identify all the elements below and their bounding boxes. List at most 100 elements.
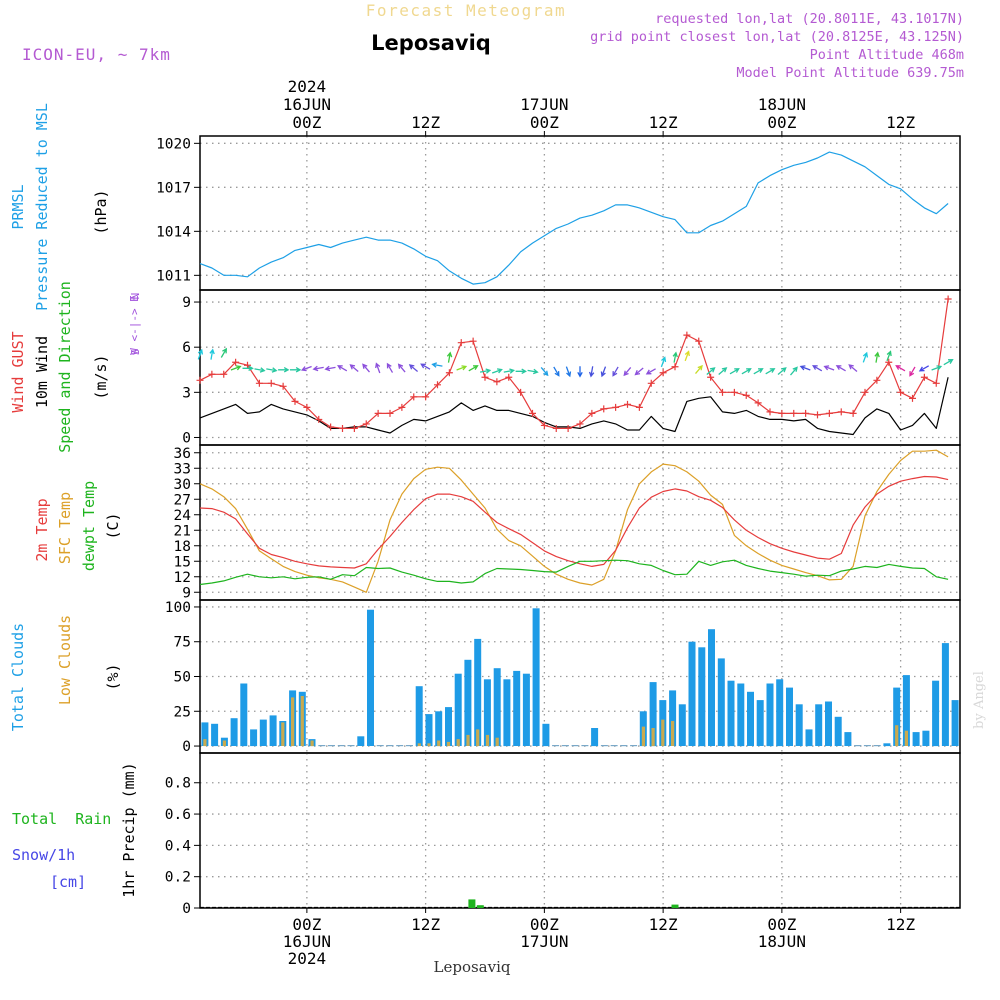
total-cloud-bar — [893, 687, 901, 746]
low-cloud-bar — [291, 697, 295, 747]
gust-marker — [327, 423, 335, 431]
gust-marker — [707, 373, 715, 381]
total-cloud-bar — [513, 670, 521, 746]
gust-marker — [861, 388, 869, 396]
low-cloud-bar — [651, 728, 655, 747]
total-cloud-bar — [678, 704, 686, 746]
compass-south: S — [129, 349, 142, 356]
wind-arrow — [706, 367, 716, 375]
model-label: ICON-EU, ~ 7km — [22, 45, 171, 64]
total-cloud-bar — [902, 675, 910, 746]
wind-arrow — [741, 368, 752, 375]
total-cloud-bar — [708, 629, 715, 746]
clouds-ytick-label: 25 — [174, 704, 191, 720]
total-cloud-bar — [571, 745, 579, 747]
wind-arrow — [565, 366, 572, 378]
total-cloud-bar — [230, 718, 238, 746]
total-cloud-bar — [834, 716, 842, 746]
gust-marker — [220, 370, 228, 378]
wind-arrow — [209, 348, 215, 360]
gust-marker — [766, 408, 774, 416]
low-cloud-bar — [310, 740, 314, 747]
top-time-label: 2024 — [288, 77, 327, 96]
gust-marker — [671, 363, 679, 371]
wind-arrow — [553, 366, 560, 377]
low-cloud-bar — [466, 734, 470, 746]
total-cloud-bar — [376, 745, 384, 747]
wind-panel: 0 3 6 9 — [182, 289, 961, 446]
wind-arrow — [895, 365, 906, 372]
wind-arrow — [479, 368, 492, 374]
gust-marker — [410, 393, 418, 401]
low-cloud-bar — [895, 725, 899, 747]
info-line-3: Point Altitude 468m — [810, 47, 964, 63]
gust-marker — [790, 409, 798, 417]
gust-marker — [647, 379, 655, 387]
gust-marker — [208, 370, 216, 378]
temperature-ytick-label: 15 — [174, 554, 191, 570]
wind-arrow — [753, 368, 764, 375]
top-time-label: 12Z — [411, 113, 440, 132]
total-cloud-bar — [503, 679, 511, 747]
total-cloud-bar — [259, 719, 267, 746]
gust-marker — [778, 409, 786, 417]
total-cloud-bar — [581, 745, 589, 747]
wind-arrow — [612, 366, 619, 377]
gust-marker — [279, 382, 287, 390]
wind-arrow — [515, 368, 527, 374]
station-title: Leposaviq — [371, 31, 491, 55]
subtitle: Forecast Meteogram — [366, 1, 566, 20]
wind-arrow — [718, 367, 728, 375]
total-cloud-bar — [483, 679, 491, 747]
temp-label-4: (C) — [104, 512, 122, 539]
temperature-ytick-label: 30 — [174, 477, 191, 493]
total-cloud-bar — [854, 745, 862, 747]
wind-arrow — [672, 351, 678, 363]
wind-ytick-label: 0 — [182, 430, 191, 446]
total-cloud-bar — [932, 680, 940, 747]
bottom-time-label: 12Z — [649, 915, 678, 934]
wind-arrow — [266, 367, 278, 373]
low-cloud-bar — [417, 743, 421, 747]
gust-marker — [457, 339, 465, 347]
wind-arrow — [324, 365, 336, 372]
total-cloud-bar — [883, 743, 891, 747]
total-cloud-bar — [561, 745, 569, 747]
wind-arrow — [645, 368, 656, 375]
gust-marker — [469, 337, 477, 345]
total-cloud-bar — [795, 704, 803, 746]
gust-marker — [196, 376, 204, 384]
wind-arrow — [862, 351, 869, 363]
wind-arrow — [823, 365, 835, 371]
temp-2m-line — [199, 475, 949, 569]
total-cloud-bar — [415, 686, 423, 746]
total-cloud-bar — [445, 707, 452, 746]
total-cloud-bar — [844, 732, 852, 746]
wind-arrow — [220, 347, 228, 358]
total-cloud-bar — [240, 683, 248, 747]
wind-arrow — [577, 366, 583, 378]
total-cloud-bar — [688, 641, 696, 746]
wind-arrow — [765, 368, 776, 375]
gust-marker — [232, 358, 240, 366]
bottom-time-label: 00Z — [530, 915, 559, 934]
top-time-label: 12Z — [886, 113, 915, 132]
gust-marker — [386, 409, 394, 417]
pressure-panel: 1011 1014 1017 1020 — [156, 135, 961, 291]
clouds-ytick-label: 75 — [174, 635, 191, 651]
top-time-label: 17JUN — [520, 95, 568, 114]
temp-label-3: dewpt Temp — [80, 481, 98, 571]
wind-arrow — [848, 364, 858, 372]
low-cloud-bar — [671, 721, 675, 746]
gust-marker — [659, 369, 667, 377]
gust-marker — [493, 378, 501, 386]
pressure-ytick-label: 1017 — [156, 180, 191, 196]
wind-arrow — [695, 364, 703, 375]
clouds-label-3: (%) — [104, 663, 122, 690]
wind-arrow — [729, 368, 740, 375]
wind-arrow — [408, 364, 419, 372]
wind-arrow — [540, 366, 549, 377]
